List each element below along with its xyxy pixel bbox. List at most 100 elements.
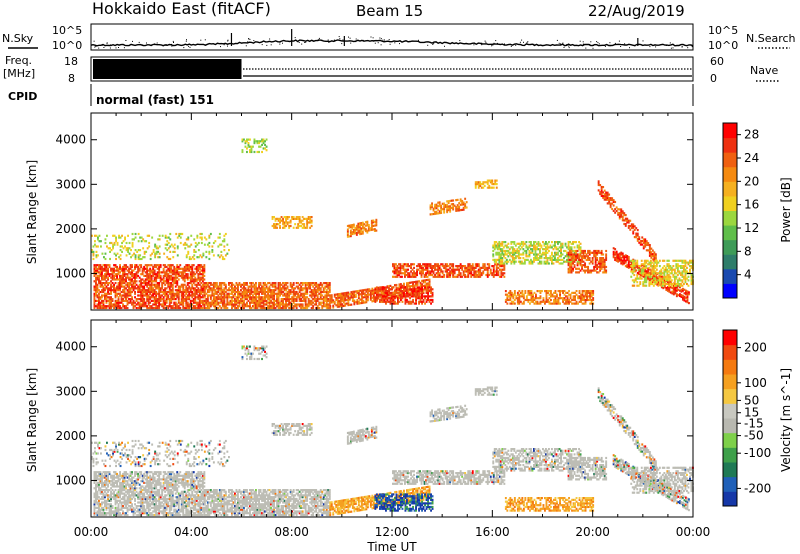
freq-tick-bottom: 8: [68, 72, 75, 85]
power-cell: [347, 295, 350, 298]
power-cell: [221, 296, 224, 299]
power-cell: [211, 249, 214, 252]
power-cell: [572, 267, 574, 270]
power-cell: [375, 220, 378, 223]
power-cell: [192, 294, 195, 297]
power-cell: [277, 305, 280, 308]
power-cell: [459, 209, 462, 212]
power-cell: [359, 289, 362, 292]
power-cell: [361, 230, 364, 233]
power-cell: [352, 225, 355, 228]
power-cell: [363, 296, 366, 299]
power-cell: [300, 306, 303, 310]
power-cell: [188, 264, 191, 267]
power-cell: [271, 292, 274, 295]
power-cell: [654, 255, 657, 258]
power-cell: [429, 270, 432, 273]
power-cell: [612, 247, 615, 250]
power-cell: [252, 299, 254, 302]
power-cell: [569, 248, 571, 251]
power-cell: [593, 255, 596, 258]
power-cell: [262, 285, 265, 288]
power-cell: [110, 287, 112, 290]
power-cell: [244, 292, 247, 295]
power-cell: [137, 287, 140, 290]
power-cell: [570, 253, 573, 256]
power-cell: [223, 306, 226, 310]
power-cell: [341, 296, 344, 299]
power-cell: [620, 212, 623, 215]
power-cell: [525, 241, 528, 244]
power-cell: [638, 272, 641, 276]
power-cell: [125, 273, 127, 276]
power-cell: [648, 279, 651, 282]
power-cell: [277, 296, 280, 299]
power-cell: [491, 272, 494, 275]
power-cell: [345, 302, 348, 305]
power-cell: [372, 294, 375, 297]
noise-dot: [93, 40, 95, 42]
power-cell: [119, 306, 121, 310]
power-cell: [96, 303, 99, 306]
power-cell: [150, 299, 153, 302]
power-cell: [647, 271, 650, 274]
power-cell: [134, 280, 136, 283]
power-cell: [380, 289, 383, 292]
power-cell: [327, 305, 330, 308]
power-cell: [555, 248, 558, 251]
power-cell: [184, 241, 187, 245]
power-cell: [144, 264, 147, 267]
power-cell: [393, 270, 396, 273]
power-cell: [186, 289, 189, 292]
power-cell: [114, 294, 117, 297]
power-cell: [441, 263, 444, 266]
power-cell: [203, 287, 206, 290]
power-cell: [289, 303, 292, 306]
power-cell: [256, 305, 259, 308]
power-cell: [267, 294, 269, 297]
power-cell: [137, 306, 140, 310]
power-cell: [651, 258, 654, 261]
power-cell: [208, 289, 211, 292]
power-cell: [149, 278, 152, 281]
power-cell: [366, 231, 369, 234]
power-cell: [504, 241, 507, 244]
power-cell: [449, 273, 452, 277]
power-cell: [663, 279, 666, 282]
power-cell: [531, 248, 534, 251]
power-cell: [234, 290, 236, 294]
power-cell: [258, 283, 260, 286]
power-cell: [149, 289, 152, 292]
power-cell: [339, 296, 342, 299]
power-cell: [413, 293, 416, 296]
power-cell: [164, 264, 167, 267]
power-cell: [526, 246, 529, 249]
power-cell: [431, 288, 434, 291]
power-cell: [489, 270, 492, 273]
power-cell: [477, 263, 480, 266]
power-cell: [246, 305, 248, 308]
power-cell: [187, 238, 190, 241]
power-cell: [177, 301, 180, 304]
power-cell: [488, 273, 491, 277]
power-cell: [292, 301, 295, 304]
power-cell: [108, 264, 111, 267]
power-cell: [404, 295, 407, 298]
power-cell: [146, 264, 149, 267]
power-cell: [602, 194, 605, 198]
power-cell: [366, 292, 369, 295]
power-cell: [138, 294, 141, 297]
power-cell: [596, 264, 599, 267]
power-cell: [119, 245, 122, 248]
power-cell: [165, 305, 168, 308]
power-cell: [406, 284, 408, 287]
power-cell: [118, 236, 120, 239]
power-cell: [249, 296, 251, 299]
power-cell: [602, 186, 605, 189]
power-cell: [113, 283, 115, 286]
power-cell: [198, 265, 201, 269]
power-cell: [167, 283, 170, 286]
noise-dot: [609, 45, 611, 47]
power-cell: [203, 296, 206, 299]
power-cell: [517, 246, 520, 249]
